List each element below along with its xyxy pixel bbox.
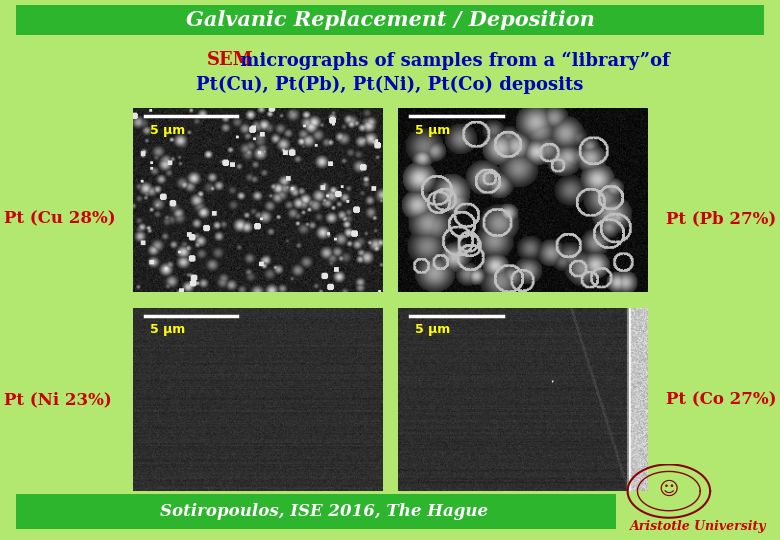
Text: Galvanic Replacement / Deposition: Galvanic Replacement / Deposition bbox=[186, 10, 594, 30]
Text: ☺: ☺ bbox=[658, 480, 679, 498]
Text: 5 μm: 5 μm bbox=[150, 124, 186, 137]
Text: 5 μm: 5 μm bbox=[415, 323, 451, 336]
Text: 5 μm: 5 μm bbox=[415, 124, 451, 137]
Text: Pt (Cu 28%): Pt (Cu 28%) bbox=[4, 210, 115, 227]
Text: Pt(Cu), Pt(Pb), Pt(Ni), Pt(Co) deposits: Pt(Cu), Pt(Pb), Pt(Ni), Pt(Co) deposits bbox=[197, 76, 583, 94]
Text: SEM: SEM bbox=[207, 51, 254, 70]
Text: Aristotle University: Aristotle University bbox=[630, 520, 766, 533]
Text: 5 μm: 5 μm bbox=[150, 323, 186, 336]
Text: Pt (Co 27%): Pt (Co 27%) bbox=[665, 391, 776, 408]
Text: Pt (Ni 23%): Pt (Ni 23%) bbox=[4, 391, 112, 408]
Bar bbox=[16, 5, 764, 35]
Text: micrographs of samples from a “library”of: micrographs of samples from a “library”o… bbox=[234, 51, 670, 70]
Bar bbox=[16, 494, 616, 529]
Text: Sotiropoulos, ISE 2016, The Hague: Sotiropoulos, ISE 2016, The Hague bbox=[160, 503, 488, 520]
Text: Pt (Pb 27%): Pt (Pb 27%) bbox=[666, 210, 776, 227]
